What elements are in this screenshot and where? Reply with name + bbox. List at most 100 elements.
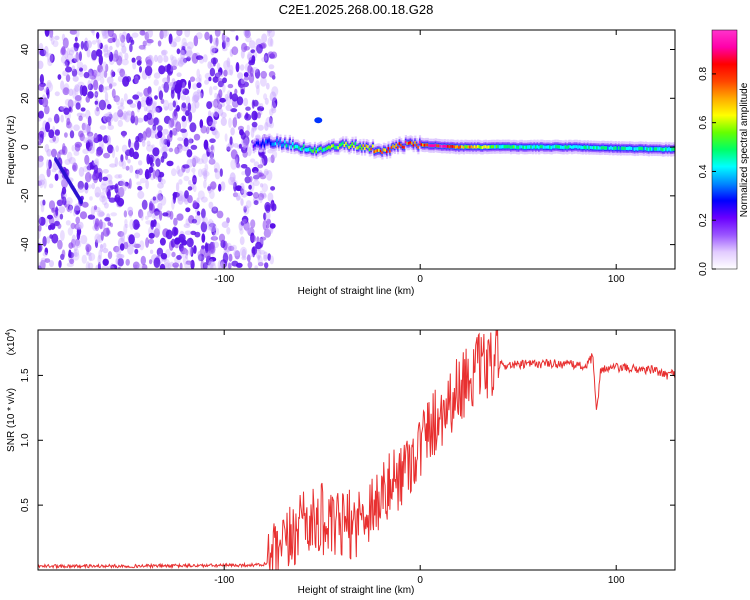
spectrogram-noise-blob	[98, 211, 105, 217]
spectrogram-noise-blob	[263, 170, 269, 175]
spectrogram-noise-blob	[123, 93, 128, 102]
spectrogram-noise-blob	[220, 112, 227, 119]
spectrogram-noise-blob	[117, 119, 124, 127]
spectrogram-noise-blob	[84, 182, 89, 191]
spectrogram-noise-blob	[62, 37, 69, 49]
spectrogram-noise-blob	[244, 166, 251, 177]
spectrogram-noise-blob	[224, 93, 229, 101]
spectrogram-cell	[553, 145, 556, 149]
spectrogram-noise-blob	[269, 116, 273, 124]
spectrogram-noise-blob	[115, 38, 120, 48]
spectrogram-noise-blob	[240, 88, 245, 95]
spectrogram-noise-blob	[243, 30, 251, 38]
spectrogram-cell	[657, 147, 660, 151]
spectrogram-noise-blob	[177, 195, 184, 205]
spectrogram-noise-blob	[104, 44, 109, 49]
spectrogram-cell	[411, 141, 414, 145]
spectrogram-noise-blob	[226, 146, 231, 152]
spectrogram-noise-blob	[44, 30, 50, 37]
spectrogram-noise-blob	[138, 44, 146, 50]
spectrogram-noise-blob	[68, 252, 75, 259]
spectrogram-noise-blob	[66, 47, 71, 56]
spectrogram-noise-blob	[129, 142, 134, 149]
spectrogram-noise-blob	[99, 42, 103, 49]
spectrogram-noise-blob	[40, 203, 45, 213]
spectrogram-noise-blob	[183, 223, 191, 229]
spectrogram-cell	[503, 145, 506, 149]
spectrogram-noise-blob	[58, 206, 66, 214]
spectrogram-noise-blob	[226, 69, 233, 76]
spectrogram-noise-blob	[64, 98, 71, 106]
spectrogram-cell	[509, 145, 513, 149]
spectrogram-noise-blob	[174, 244, 179, 249]
spectrogram-noise-blob	[78, 51, 82, 62]
spectrogram-noise-blob	[163, 55, 169, 63]
spectrogram-cell	[259, 143, 262, 147]
spectrogram-noise-blob	[164, 106, 169, 111]
spectrogram-noise-blob	[121, 160, 127, 170]
spectrogram-cell	[495, 145, 498, 149]
spectrogram-noise-blob	[103, 152, 111, 159]
spectrogram-noise-blob	[197, 253, 205, 262]
spectrogram-noise-blob	[208, 261, 216, 267]
spectrogram-cell	[343, 144, 346, 147]
spectrogram-noise-blob	[130, 39, 135, 45]
spectrogram-noise-blob	[79, 211, 88, 220]
spectrogram-noise-blob	[122, 132, 126, 138]
spectrogram-noise-blob	[175, 182, 180, 192]
spectrogram-cell	[273, 142, 276, 146]
spectrogram-noise-blob	[186, 237, 194, 248]
spectrogram-noise-blob	[128, 210, 133, 218]
spectrogram-noise-blob	[239, 246, 248, 257]
spectrogram-noise-blob	[61, 46, 66, 55]
spectrogram-noise-blob	[244, 130, 250, 137]
spectrogram-noise-blob	[104, 91, 109, 102]
spectrogram-noise-blob	[271, 203, 277, 212]
spectrogram-cell	[426, 143, 429, 147]
spectrogram-cell	[641, 147, 644, 151]
spectrogram-noise-blob	[261, 33, 268, 43]
spectrogram-noise-blob	[101, 30, 107, 37]
spectrogram-noise-blob	[148, 154, 155, 163]
spectrogram-noise-blob	[198, 74, 202, 84]
spectrogram-noise-blob	[203, 172, 208, 182]
spectrogram-noise-blob	[215, 228, 220, 236]
spectrogram-cell	[434, 143, 437, 147]
spectrogram-noise-blob	[267, 36, 273, 47]
spectrogram-noise-blob	[45, 82, 54, 93]
spectrogram-noise-blob	[181, 102, 187, 109]
spectrogram-cell	[497, 145, 500, 149]
spectrogram-noise-blob	[108, 197, 116, 203]
spectrogram-noise-blob	[148, 232, 155, 239]
spectrogram-noise-blob	[138, 209, 144, 219]
spectrogram-noise-blob	[71, 68, 78, 77]
spectrogram-cell	[517, 146, 520, 149]
spectrogram-noise-blob	[94, 158, 99, 164]
spectrogram-noise-blob	[228, 176, 235, 186]
spectrogram-noise-blob	[244, 113, 252, 121]
spectrogram-cell	[580, 145, 583, 149]
spectrogram-noise-blob	[208, 76, 212, 82]
spectrogram-noise-blob	[215, 71, 222, 78]
spectrogram-noise-blob	[153, 79, 159, 86]
spectrogram-noise-blob	[166, 160, 174, 167]
spectrogram-noise-blob	[267, 192, 274, 202]
spectrogram-cell	[274, 142, 277, 146]
spectrogram-noise-blob	[187, 186, 193, 191]
spectrogram-cell	[470, 145, 473, 149]
spectrogram-noise-blob	[157, 125, 163, 132]
spectrogram-noise-blob	[107, 124, 114, 130]
spectrogram-noise-blob	[263, 212, 267, 221]
spectrogram-noise-blob	[119, 68, 126, 78]
spectrogram-noise-blob	[272, 150, 278, 159]
spectrogram-y-tick-label: 0	[20, 144, 31, 150]
spectrogram-cell	[660, 147, 663, 151]
spectrogram-cell	[458, 146, 461, 149]
spectrogram-noise-blob	[188, 180, 192, 186]
spectrogram-cell	[349, 144, 353, 148]
spectrogram-noise-blob	[74, 249, 77, 257]
spectrogram-cell	[624, 146, 627, 150]
spectrogram-cell	[652, 147, 655, 151]
spectrogram-noise-blob	[171, 86, 175, 95]
spectrogram-noise-blob	[217, 80, 225, 88]
